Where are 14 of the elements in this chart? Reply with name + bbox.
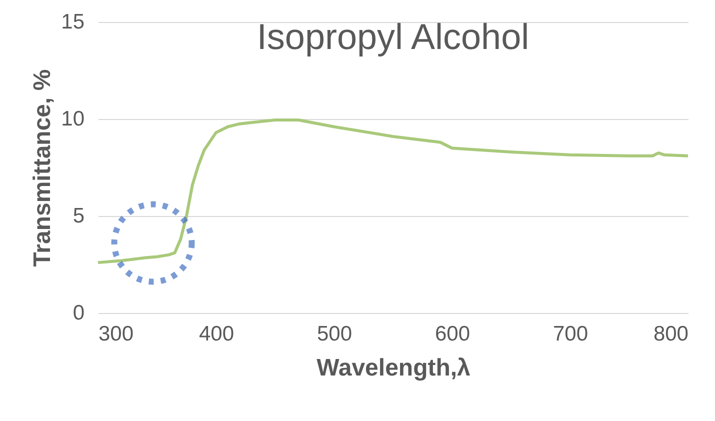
y-tick-label: 10: [61, 108, 84, 130]
x-axis-title: Wavelength,λ: [316, 354, 470, 382]
line-series: [96, 118, 690, 264]
chart-title: Isopropyl Alcohol: [256, 16, 530, 57]
y-tick-label: 0: [72, 302, 84, 324]
y-axis-title: Transmittance, %: [29, 69, 56, 267]
x-tick-label: 500: [316, 322, 352, 346]
x-tick-label: 300: [98, 322, 134, 346]
x-tick-label: 600: [434, 322, 470, 346]
x-tick-label: 700: [552, 322, 588, 346]
y-tick-label: 15: [61, 10, 84, 34]
x-tick-label: 800: [653, 322, 688, 346]
x-tick-label: 400: [198, 322, 234, 346]
y-tick-label: 5: [72, 204, 84, 228]
